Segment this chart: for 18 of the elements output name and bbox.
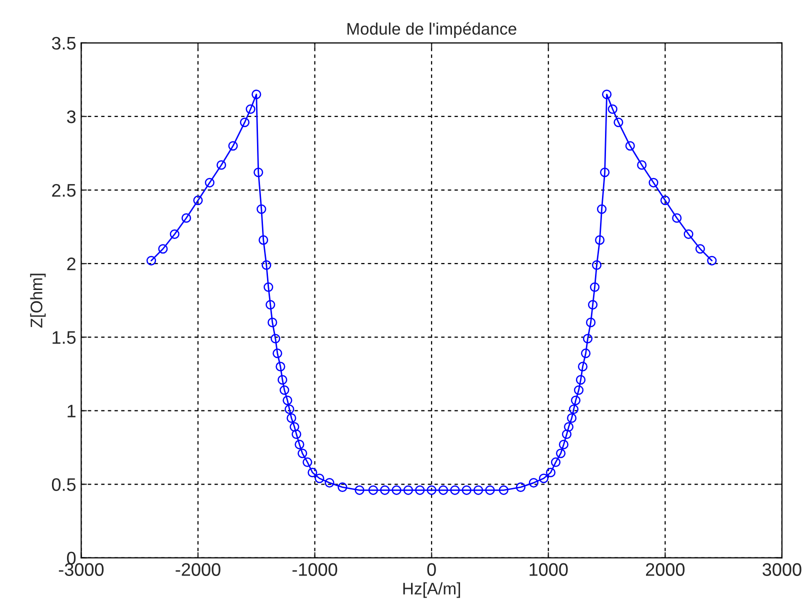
y-tick-label: 0.5 [52, 478, 76, 491]
y-tick-label: 0 [67, 552, 76, 565]
x-axis-title: Hz[A/m] [403, 582, 460, 598]
y-tick-label: 1.5 [52, 331, 76, 344]
y-tick-label: 2.5 [52, 184, 76, 197]
y-tick-label: 2 [67, 258, 76, 270]
x-tick-label: 1000 [530, 563, 568, 576]
x-tick-label: -1000 [292, 563, 338, 576]
y-tick-label: 3.5 [52, 36, 76, 50]
x-tick-label: 2000 [646, 563, 685, 576]
x-tick-label: -3000 [58, 563, 104, 576]
y-axis-title: Z[Ohm] [30, 274, 46, 328]
x-tick-label: 3000 [762, 563, 802, 576]
y-tick-label: 1 [68, 404, 76, 418]
y-tick-label: 3 [66, 110, 76, 124]
x-tick-label: 0 [427, 563, 436, 576]
x-tick-label: -2000 [176, 563, 220, 576]
chart-title: Module de l'impédance [348, 22, 516, 38]
